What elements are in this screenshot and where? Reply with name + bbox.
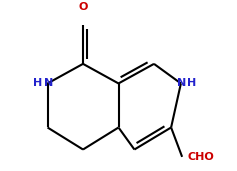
Text: N: N bbox=[44, 78, 53, 88]
Text: N: N bbox=[177, 78, 186, 88]
Text: CHO: CHO bbox=[187, 152, 214, 162]
Text: O: O bbox=[78, 3, 88, 12]
Text: H: H bbox=[187, 78, 196, 88]
Text: H: H bbox=[33, 78, 43, 88]
